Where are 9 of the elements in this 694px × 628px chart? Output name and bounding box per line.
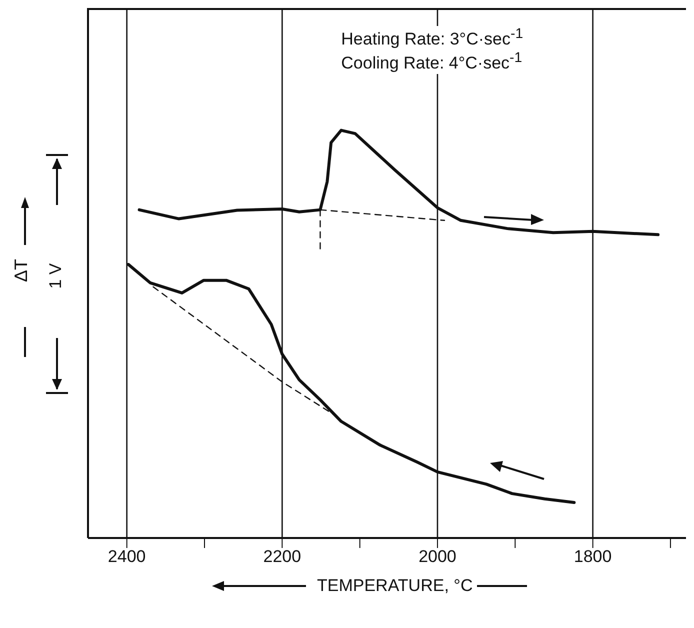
x-axis-title: TEMPERATURE, °C — [317, 576, 473, 596]
y-axis-title: ΔT — [11, 258, 32, 282]
text: 1 V — [46, 263, 66, 289]
text: Cooling Rate: 4°C·sec$^{-1}$ — [339, 50, 524, 74]
x-tick-label: 2400 — [108, 547, 146, 566]
x-tick-label: 2200 — [263, 547, 302, 566]
x-tick-label: 1800 — [574, 547, 612, 566]
text: Heating Rate: 3°C·sec$^{-1}$ — [339, 26, 526, 50]
x-tick-label: 2000 — [418, 547, 456, 566]
